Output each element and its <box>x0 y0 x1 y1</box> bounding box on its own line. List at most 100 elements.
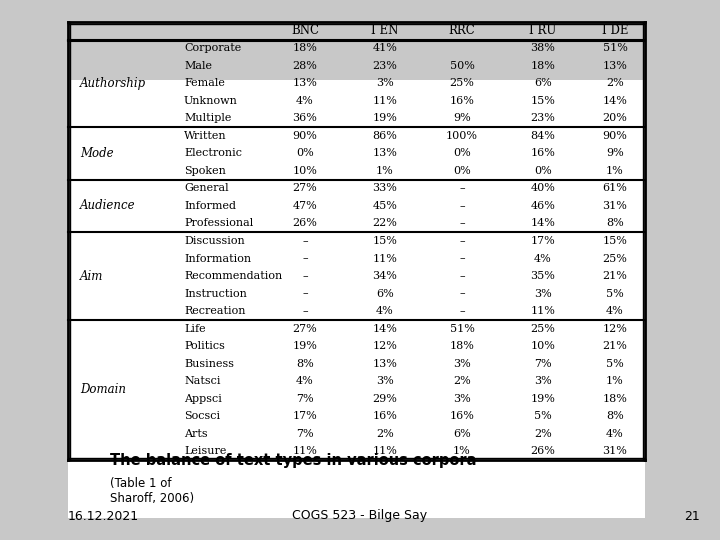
Text: 5%: 5% <box>606 359 624 369</box>
Text: 3%: 3% <box>376 376 394 386</box>
Text: 84%: 84% <box>531 131 555 141</box>
Text: 23%: 23% <box>531 113 555 123</box>
Text: –: – <box>302 271 308 281</box>
Text: –: – <box>459 236 465 246</box>
Text: Multiple: Multiple <box>184 113 231 123</box>
Text: Instruction: Instruction <box>184 288 247 299</box>
Text: Arts: Arts <box>184 429 207 438</box>
Text: Information: Information <box>184 253 251 264</box>
Text: –: – <box>459 201 465 211</box>
Text: –: – <box>302 253 308 264</box>
Text: BNC: BNC <box>291 24 319 37</box>
Text: 12%: 12% <box>372 341 397 351</box>
Text: 3%: 3% <box>376 78 394 89</box>
Text: Aim: Aim <box>80 269 104 282</box>
Text: 29%: 29% <box>372 394 397 404</box>
Text: 0%: 0% <box>453 166 471 176</box>
Text: 4%: 4% <box>296 96 314 106</box>
Text: 9%: 9% <box>606 148 624 158</box>
Text: 14%: 14% <box>603 96 627 106</box>
Text: 13%: 13% <box>603 61 627 71</box>
Text: 27%: 27% <box>292 323 318 334</box>
Text: 26%: 26% <box>292 219 318 228</box>
Text: 2%: 2% <box>534 429 552 438</box>
Text: I RU: I RU <box>529 24 557 37</box>
Text: 11%: 11% <box>372 446 397 456</box>
Text: 7%: 7% <box>534 359 552 369</box>
Text: 61%: 61% <box>603 184 627 193</box>
Text: 25%: 25% <box>603 253 627 264</box>
Text: 45%: 45% <box>372 201 397 211</box>
Text: Corporate: Corporate <box>184 43 241 53</box>
Text: 86%: 86% <box>372 131 397 141</box>
Text: 47%: 47% <box>292 201 318 211</box>
Text: 8%: 8% <box>606 219 624 228</box>
Text: –: – <box>459 288 465 299</box>
Text: 6%: 6% <box>534 78 552 89</box>
Text: 8%: 8% <box>606 411 624 421</box>
Bar <box>68 80 645 518</box>
Text: Recommendation: Recommendation <box>184 271 282 281</box>
Text: 21%: 21% <box>603 341 627 351</box>
Text: 12%: 12% <box>603 323 627 334</box>
Text: 25%: 25% <box>449 78 474 89</box>
Text: 5%: 5% <box>606 288 624 299</box>
Text: –: – <box>459 306 465 316</box>
Text: 19%: 19% <box>531 394 555 404</box>
Text: 26%: 26% <box>531 446 555 456</box>
Text: 2%: 2% <box>606 78 624 89</box>
Text: (Table 1 of
Sharoff, 2006): (Table 1 of Sharoff, 2006) <box>110 477 194 505</box>
Text: RRC: RRC <box>449 24 475 37</box>
Text: 14%: 14% <box>531 219 555 228</box>
Text: 13%: 13% <box>292 78 318 89</box>
Text: Leisure: Leisure <box>184 446 226 456</box>
Text: Informed: Informed <box>184 201 236 211</box>
Text: 14%: 14% <box>372 323 397 334</box>
Text: Female: Female <box>184 78 225 89</box>
Text: 50%: 50% <box>449 61 474 71</box>
Text: General: General <box>184 184 229 193</box>
Text: 6%: 6% <box>453 429 471 438</box>
Text: 51%: 51% <box>603 43 627 53</box>
Text: 10%: 10% <box>531 341 555 351</box>
Text: 25%: 25% <box>531 323 555 334</box>
Text: 51%: 51% <box>449 323 474 334</box>
Text: 10%: 10% <box>292 166 318 176</box>
Text: 27%: 27% <box>292 184 318 193</box>
Text: 3%: 3% <box>453 359 471 369</box>
Text: 0%: 0% <box>534 166 552 176</box>
Text: Socsci: Socsci <box>184 411 220 421</box>
Text: Mode: Mode <box>80 147 114 160</box>
Text: 16%: 16% <box>449 96 474 106</box>
Text: 18%: 18% <box>603 394 627 404</box>
Text: 7%: 7% <box>296 429 314 438</box>
Text: Appsci: Appsci <box>184 394 222 404</box>
Text: 5%: 5% <box>534 411 552 421</box>
Text: Unknown: Unknown <box>184 96 238 106</box>
Text: 4%: 4% <box>606 429 624 438</box>
Text: 41%: 41% <box>372 43 397 53</box>
Text: Written: Written <box>184 131 227 141</box>
Text: Life: Life <box>184 323 206 334</box>
Text: 17%: 17% <box>292 411 318 421</box>
Text: Male: Male <box>184 61 212 71</box>
Text: 31%: 31% <box>603 201 627 211</box>
Text: 13%: 13% <box>372 148 397 158</box>
Text: 11%: 11% <box>292 446 318 456</box>
Text: 11%: 11% <box>372 253 397 264</box>
Text: Politics: Politics <box>184 341 225 351</box>
Text: 0%: 0% <box>296 148 314 158</box>
Text: 28%: 28% <box>292 61 318 71</box>
Text: COGS 523 - Bilge Say: COGS 523 - Bilge Say <box>292 510 428 523</box>
Text: 9%: 9% <box>453 113 471 123</box>
Text: Business: Business <box>184 359 234 369</box>
Text: 19%: 19% <box>372 113 397 123</box>
Text: Electronic: Electronic <box>184 148 242 158</box>
Text: –: – <box>459 271 465 281</box>
Text: 100%: 100% <box>446 131 478 141</box>
Text: 18%: 18% <box>292 43 318 53</box>
Text: 20%: 20% <box>603 113 627 123</box>
Text: 0%: 0% <box>453 148 471 158</box>
Text: 3%: 3% <box>453 394 471 404</box>
Text: Natsci: Natsci <box>184 376 220 386</box>
